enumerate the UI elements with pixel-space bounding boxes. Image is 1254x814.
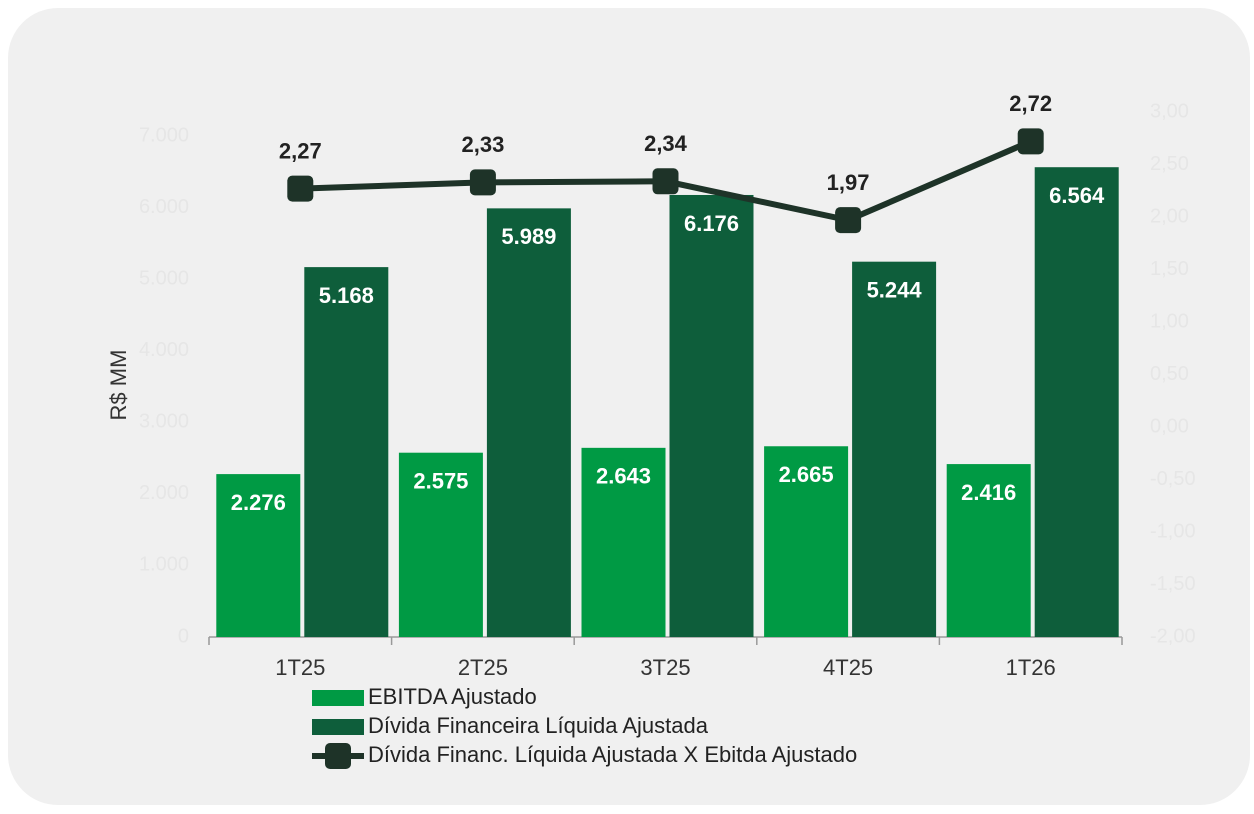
y-tick-label: 6.000 [139, 196, 189, 218]
legend-marker [325, 743, 351, 769]
y2-tick-label: 0,50 [1150, 363, 1189, 385]
bar-value-label: 5.989 [501, 224, 556, 249]
x-tick-label: 4T25 [823, 655, 873, 680]
bar-value-label: 2.575 [413, 469, 468, 494]
bar-value-label: 2.276 [231, 490, 286, 515]
x-tick-label: 1T26 [1006, 655, 1056, 680]
bar-value-label: 2.643 [596, 464, 651, 489]
line-marker [652, 168, 679, 195]
y-axis-label: R$ MM [106, 350, 131, 421]
line-value-label: 2,72 [1009, 91, 1052, 116]
y2-tick-label: 3,00 [1150, 100, 1189, 122]
bar-value-label: 5.244 [867, 277, 923, 302]
bar [216, 474, 301, 637]
bar [764, 446, 849, 637]
bar-value-label: 2.665 [779, 462, 834, 487]
bar [398, 452, 483, 637]
bar [486, 208, 571, 638]
y-tick-label: 7.000 [139, 124, 189, 146]
bar-value-label: 6.176 [684, 211, 739, 236]
legend-swatch [312, 690, 364, 706]
y2-tick-label: -0,50 [1150, 468, 1196, 490]
legend-label: Dívida Financ. Líquida Ajustada X Ebitda… [368, 742, 857, 767]
line-value-label: 2,33 [461, 132, 504, 157]
y-tick-label: 0 [178, 625, 189, 647]
line-value-label: 2,27 [279, 138, 322, 163]
bar [946, 464, 1031, 637]
legend-swatch [312, 719, 364, 735]
y2-tick-label: 1,50 [1150, 258, 1189, 280]
bar [852, 261, 937, 637]
y2-tick-label: -1,50 [1150, 573, 1196, 595]
y-tick-label: 1.000 [139, 554, 189, 576]
y2-tick-label: 2,00 [1150, 205, 1189, 227]
bar [581, 447, 666, 637]
bar-value-label: 6.564 [1049, 183, 1105, 208]
bar-value-label: 2.416 [961, 480, 1016, 505]
bar-value-label: 5.168 [319, 283, 374, 308]
bar [1034, 167, 1119, 637]
y-tick-label: 5.000 [139, 267, 189, 289]
y-tick-label: 2.000 [139, 482, 189, 504]
y2-tick-label: -1,00 [1150, 520, 1196, 542]
x-tick-label: 1T25 [275, 655, 325, 680]
y2-tick-label: -2,00 [1150, 625, 1196, 647]
bar [669, 194, 754, 637]
line-value-label: 1,97 [827, 170, 870, 195]
line-marker [287, 175, 314, 202]
legend-label: Dívida Financeira Líquida Ajustada [368, 713, 709, 738]
line-marker [469, 169, 496, 196]
line-marker [835, 207, 862, 234]
legend-label: EBITDA Ajustado [368, 684, 537, 709]
x-tick-label: 3T25 [640, 655, 690, 680]
y2-tick-label: 1,00 [1150, 310, 1189, 332]
line-value-label: 2,34 [644, 131, 688, 156]
x-tick-label: 2T25 [458, 655, 508, 680]
y2-tick-label: 2,50 [1150, 153, 1189, 175]
y2-tick-label: 0,00 [1150, 415, 1189, 437]
y-tick-label: 4.000 [139, 339, 189, 361]
line-marker [1017, 128, 1044, 155]
y-tick-label: 3.000 [139, 411, 189, 433]
bar [304, 267, 389, 637]
